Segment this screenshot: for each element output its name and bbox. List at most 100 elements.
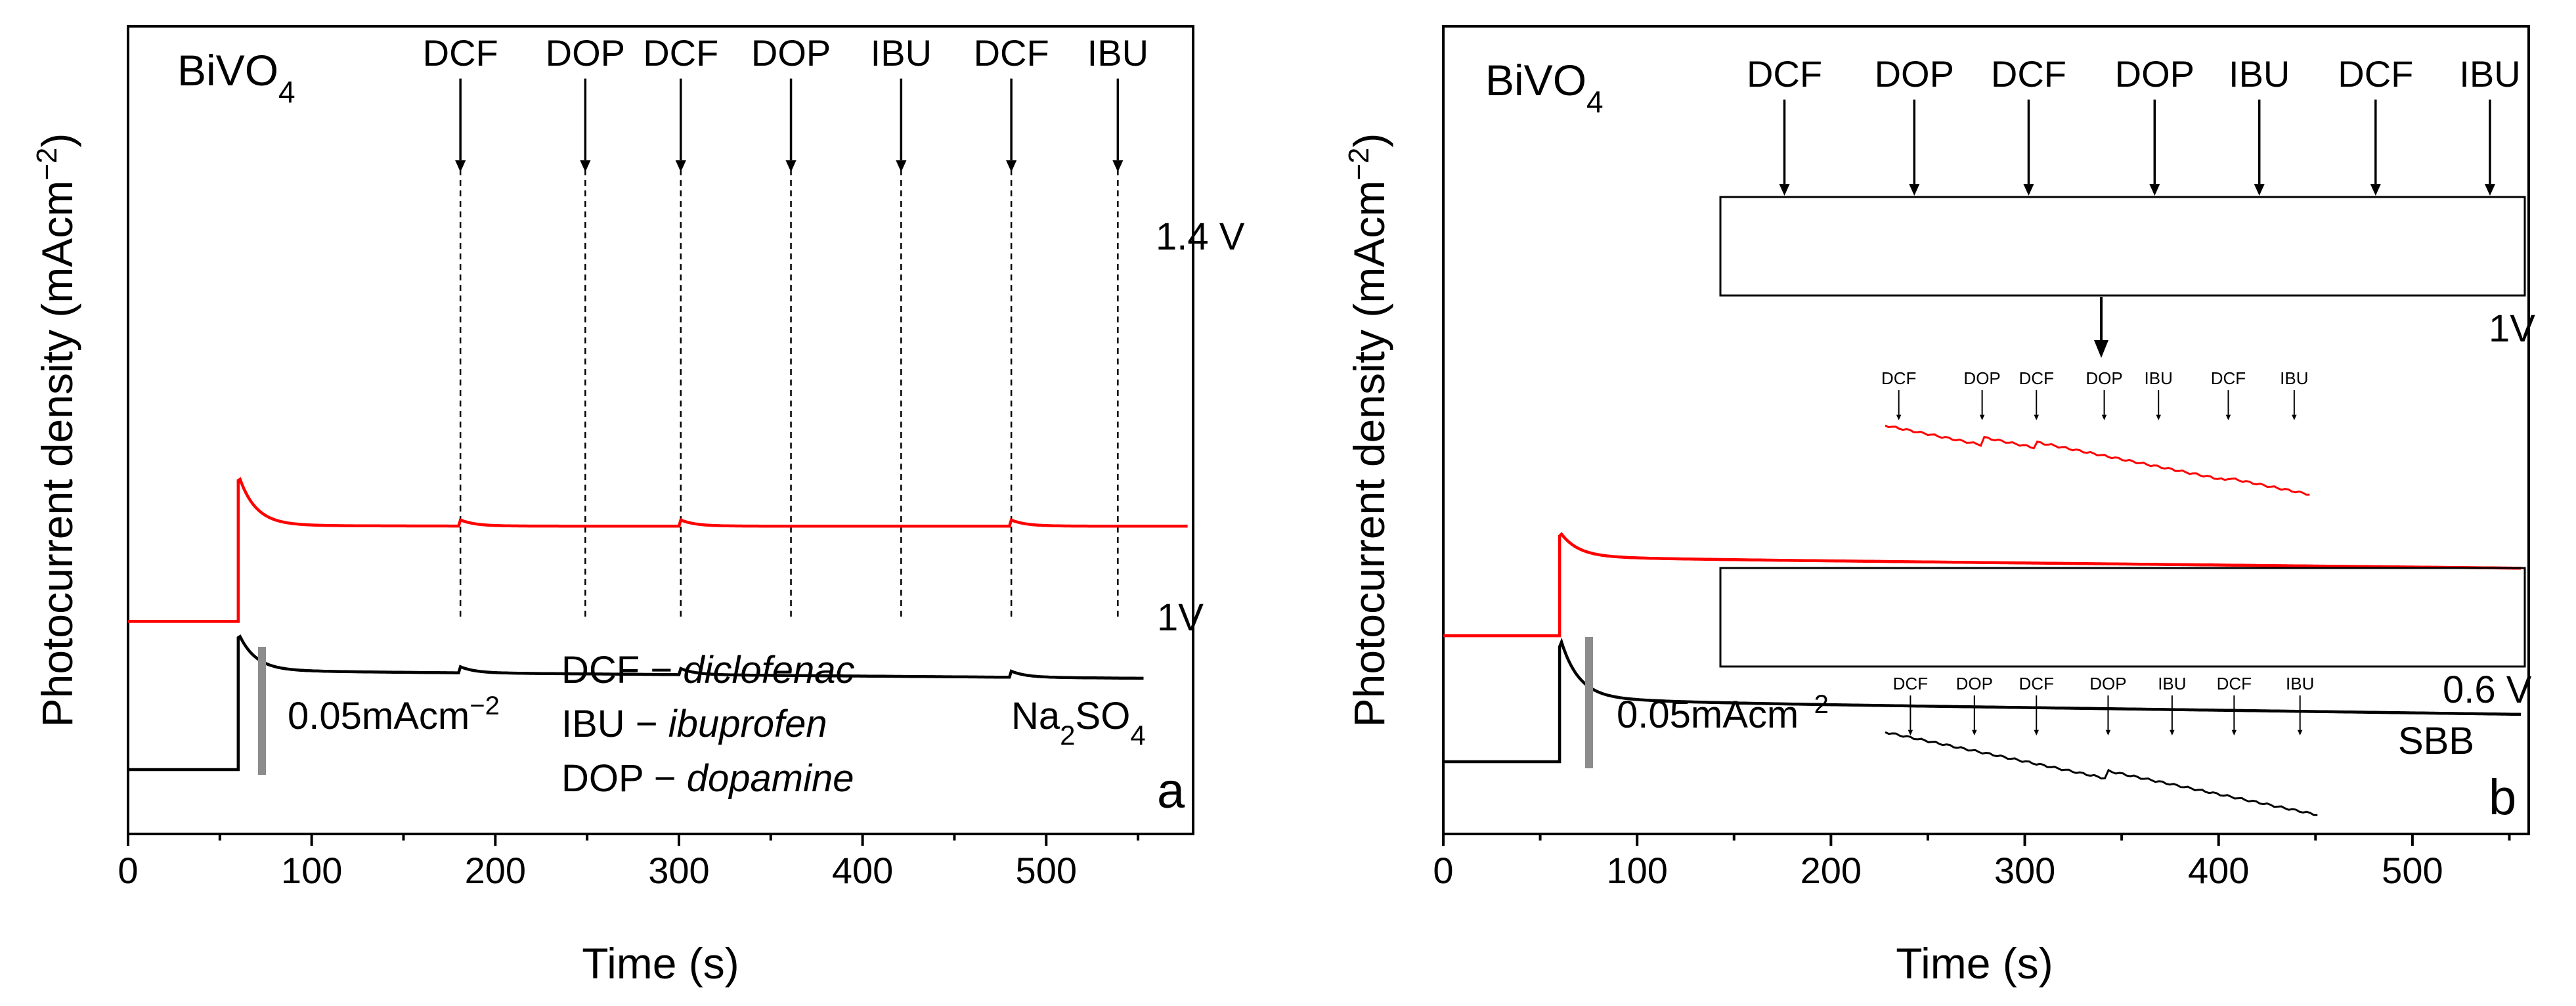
panel-b-x-ticks: 0 100 200 300 400 500 xyxy=(1433,834,2511,891)
series-line-red xyxy=(128,477,1188,623)
x-tick-label: 500 xyxy=(1016,850,1077,891)
panel-a-injection-arrows: DCF DOP DCF DOP IBU DCF IBU xyxy=(423,32,1148,172)
injection-arrow-dop-head xyxy=(785,160,797,172)
legend-row-dcf: DCF − diclofenac xyxy=(561,649,854,691)
x-tick-label: 200 xyxy=(465,850,526,891)
panel-b-y-label: Photocurrent density (mAcm−2) xyxy=(1343,133,1394,728)
x-tick-label: 200 xyxy=(1801,850,1862,891)
injection-arrow-dcf-label: DCF xyxy=(2338,53,2413,95)
inset-arrow-ibu-label: IBU xyxy=(2158,674,2186,693)
panel-b-inset-lower: DCF DOP DCF DOP IBU DCF IBU xyxy=(1885,674,2318,816)
inset-arrow-ibu-label: IBU xyxy=(2286,674,2314,693)
x-tick-label: 300 xyxy=(648,850,709,891)
inset-arrow-dop-head xyxy=(1972,730,1977,735)
panel-b-series-label-red: 1V xyxy=(2489,307,2535,350)
inset-arrow-dop-head xyxy=(2105,730,2111,735)
panel-b-zoom-connector xyxy=(2094,297,2108,358)
injection-arrow-ibu-head xyxy=(2484,184,2496,196)
x-tick-label: 300 xyxy=(1994,850,2055,891)
panel-a-y-label: Photocurrent density (mAcm−2) xyxy=(31,133,82,728)
panel-a-electrolyte: Na2SO4 xyxy=(1011,695,1146,751)
panel-b-zoom-box-lower xyxy=(1719,567,2526,668)
inset-trace xyxy=(1885,731,2318,816)
panel-a: 0 100 200 300 400 500 DCF DOP DCF DOP IBU DCF IBU T… xyxy=(31,25,1245,988)
inset-arrow-dop-label: DOP xyxy=(1956,674,1993,693)
inset-arrow-dcf-label: DCF xyxy=(2019,674,2054,693)
injection-arrow-dcf-head xyxy=(2370,184,2381,196)
injection-arrow-ibu-head xyxy=(2254,184,2265,196)
panel-b-series-label-black: 0.6 V xyxy=(2443,668,2532,711)
inset-arrow-dcf-label: DCF xyxy=(2019,368,2054,388)
panel-b-x-label: Time (s) xyxy=(1896,939,2053,988)
injection-arrow-dop-head xyxy=(2149,184,2160,196)
panel-b-zoom-box-upper xyxy=(1719,196,2526,297)
legend-row-dop: DOP − dopamine xyxy=(561,757,854,800)
panel-a-injection-lines xyxy=(459,169,1119,621)
injection-arrow-dop-head xyxy=(1909,184,1920,196)
legend-row-ibu: IBU − ibuprofen xyxy=(561,703,827,745)
inset-arrow-dop-label: DOP xyxy=(1963,368,2000,388)
panel-a-title: BiVO4 xyxy=(177,46,295,109)
x-tick-label: 0 xyxy=(1433,850,1453,891)
injection-arrow-dcf-label: DCF xyxy=(423,32,498,74)
panel-b-title: BiVO4 xyxy=(1485,56,1604,119)
x-tick-label: 100 xyxy=(281,850,342,891)
injection-arrow-dcf-label: DCF xyxy=(1991,53,2066,95)
injection-arrow-dcf-label: DCF xyxy=(1747,53,1822,95)
panel-b-series xyxy=(1443,532,2521,764)
series-line-red xyxy=(1443,532,2521,638)
panel-b-frame xyxy=(1442,25,2530,835)
injection-arrow-dcf-head xyxy=(1779,184,1790,196)
injection-arrow-dop-label: DOP xyxy=(546,32,625,74)
panel-a-series-label-red: 1.4 V xyxy=(1156,215,1245,258)
injection-arrow-ibu-label: IBU xyxy=(2229,53,2290,95)
x-tick-label: 500 xyxy=(2382,850,2443,891)
panel-b-scale-label: 0.05mAcm−2 xyxy=(1617,690,1829,736)
injection-arrow-dcf-head xyxy=(675,160,686,172)
x-tick-label: 0 xyxy=(118,850,138,891)
inset-arrow-dop-head xyxy=(1979,414,1985,420)
series-line-black xyxy=(1443,638,2521,764)
inset-arrow-dcf-head xyxy=(1896,414,1902,420)
panel-a-series-label-black: 1V xyxy=(1157,596,1204,639)
panel-b-letter: b xyxy=(2489,770,2516,825)
panel-a-series xyxy=(128,477,1188,772)
inset-arrow-dop-label: DOP xyxy=(2085,368,2122,388)
inset-arrow-ibu-head xyxy=(2156,414,2161,420)
injection-arrow-dcf-head xyxy=(2023,184,2034,196)
panel-a-frame xyxy=(127,25,1194,835)
panel-a-x-label: Time (s) xyxy=(582,939,739,988)
inset-arrow-dop-head xyxy=(2101,414,2107,420)
panel-b-inset-upper: DCF DOP DCF DOP IBU DCF IBU xyxy=(1881,368,2310,496)
inset-arrow-dcf-head xyxy=(1908,730,1913,735)
injection-arrow-dop-head xyxy=(580,160,591,172)
injection-arrow-ibu-label: IBU xyxy=(1087,32,1148,74)
x-tick-label: 400 xyxy=(2188,850,2249,891)
injection-arrow-ibu-head xyxy=(896,160,907,172)
panel-b-electrolyte: SBB xyxy=(2398,720,2474,762)
inset-arrow-dcf-label: DCF xyxy=(1881,368,1916,388)
injection-arrow-ibu-head xyxy=(1112,160,1124,172)
inset-arrow-dcf-head xyxy=(2225,414,2231,420)
inset-arrow-ibu-head xyxy=(2292,414,2297,420)
x-tick-label: 400 xyxy=(832,850,893,891)
inset-arrow-ibu-label: IBU xyxy=(2280,368,2308,388)
inset-arrow-ibu-head xyxy=(2297,730,2303,735)
panel-b: 0 100 200 300 400 500 DCF DOP DCF DOP IBU DCF IBU T… xyxy=(1343,25,2535,988)
inset-arrow-dcf-label: DCF xyxy=(2217,674,2252,693)
injection-arrow-dop-label: DOP xyxy=(2115,53,2194,95)
injection-arrow-ibu-label: IBU xyxy=(871,32,932,74)
inset-arrow-dcf-head xyxy=(2034,730,2039,735)
injection-arrow-dop-label: DOP xyxy=(751,32,831,74)
series-line-black xyxy=(128,634,1144,772)
panel-a-legend: DCF − diclofenac IBU − ibuprofen DOP − d… xyxy=(561,649,854,800)
inset-arrow-dcf-head xyxy=(2034,414,2039,420)
injection-arrow-dcf-label: DCF xyxy=(643,32,718,74)
inset-trace xyxy=(1885,424,2310,496)
panel-a-letter: a xyxy=(1157,763,1185,819)
injection-arrow-dcf-head xyxy=(1006,160,1017,172)
inset-arrow-dcf-label: DCF xyxy=(1893,674,1928,693)
inset-arrow-dcf-label: DCF xyxy=(2211,368,2246,388)
panel-a-x-ticks: 0 100 200 300 400 500 xyxy=(118,834,1140,891)
